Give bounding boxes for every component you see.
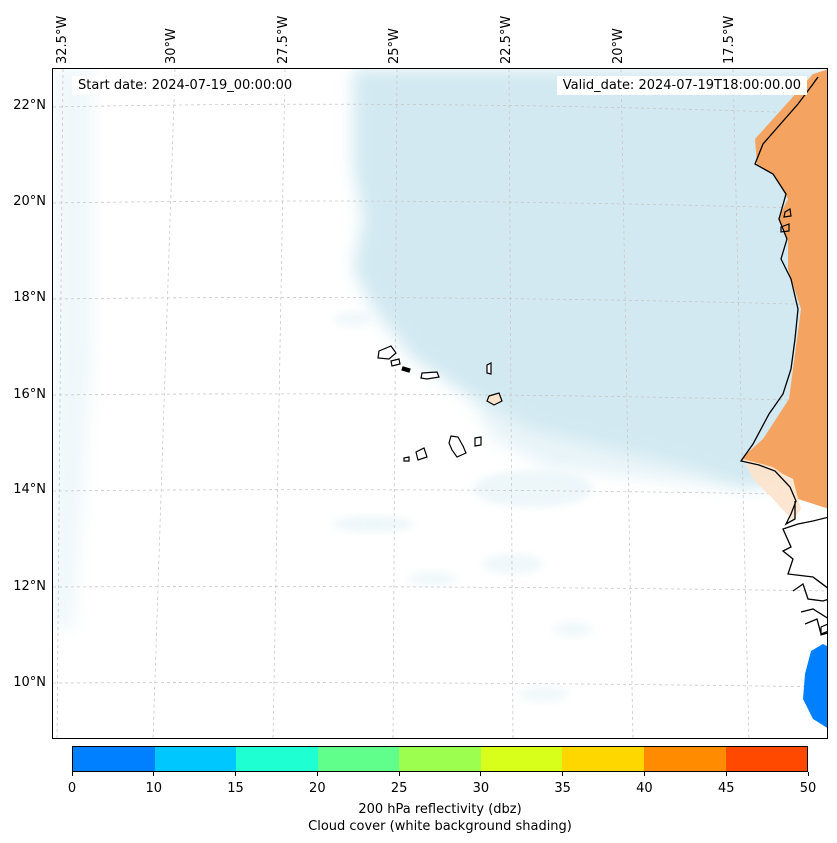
colorbar xyxy=(72,746,808,772)
colorbar-tick-label: 15 xyxy=(227,781,244,796)
colorbar-segment xyxy=(643,747,726,771)
colorbar-caption-cloud-cover: Cloud cover (white background shading) xyxy=(308,819,572,834)
lat-label-16n: 16°N xyxy=(13,387,46,402)
cape-verde-islands xyxy=(377,345,503,462)
colorbar-tick xyxy=(725,772,727,776)
colorbar-tick-label: 50 xyxy=(799,781,817,796)
lat-label-20n: 20°N xyxy=(13,194,46,209)
lon-label-32-5w: 32.5°W xyxy=(55,15,70,64)
lat-label-12n: 12°N xyxy=(13,579,46,594)
colorbar-tick-label: 35 xyxy=(554,781,571,796)
colorbar-tick xyxy=(316,772,318,776)
coastline xyxy=(739,76,827,635)
lat-label-14n: 14°N xyxy=(13,482,46,497)
lat-label-18n: 18°N xyxy=(13,290,46,305)
colorbar-tick xyxy=(235,772,237,776)
colorbar-segment xyxy=(480,747,563,771)
colorbar-tick xyxy=(643,772,645,776)
lon-label-17-5w: 17.5°W xyxy=(722,15,737,64)
lon-label-22-5w: 22.5°W xyxy=(499,15,514,64)
colorbar-tick-label: 25 xyxy=(390,781,408,796)
start-date-label: Start date: 2024-07-19_00:00:00 xyxy=(72,76,299,95)
lon-label-25w: 25°W xyxy=(387,28,402,64)
coastal-islets xyxy=(780,208,827,636)
colorbar-tick-label: 0 xyxy=(67,781,77,796)
colorbar-tick xyxy=(153,772,155,776)
colorbar-tick xyxy=(480,772,482,776)
lat-label-10n: 10°N xyxy=(13,675,46,690)
colorbar-caption-reflectivity: 200 hPa reflectivity (dbz) xyxy=(358,802,522,817)
colorbar-segment xyxy=(73,747,155,771)
colorbar-segment xyxy=(154,747,237,771)
colorbar-segment xyxy=(725,747,808,771)
map-canvas xyxy=(53,69,827,738)
reflectivity-patch xyxy=(803,644,827,728)
colorbar-tick xyxy=(398,772,400,776)
cloud-cover-shading xyxy=(53,69,827,702)
colorbar-tick xyxy=(562,772,564,776)
map-panel[interactable] xyxy=(52,68,828,739)
colorbar-tick-label: 20 xyxy=(309,781,326,796)
lon-label-30w: 30°W xyxy=(164,28,179,64)
colorbar-tick xyxy=(71,772,73,776)
colorbar-segment xyxy=(562,747,644,771)
graticule xyxy=(53,69,827,738)
lon-label-20w: 20°W xyxy=(611,28,626,64)
colorbar-tick xyxy=(807,772,809,776)
colorbar-tick-label: 30 xyxy=(472,781,490,796)
colorbar-segment xyxy=(317,747,400,771)
colorbar-segment xyxy=(236,747,318,771)
lat-label-22n: 22°N xyxy=(13,98,46,113)
lon-label-27-5w: 27.5°W xyxy=(276,15,291,64)
colorbar-tick-label: 45 xyxy=(717,781,735,796)
valid-date-label: Valid_date: 2024-07-19T18:00:00.00 xyxy=(556,76,807,95)
colorbar-tick-label: 10 xyxy=(145,781,163,796)
africa-coast-reflectivity xyxy=(741,69,827,509)
colorbar-segment xyxy=(399,747,481,771)
colorbar-tick-label: 40 xyxy=(636,781,653,796)
